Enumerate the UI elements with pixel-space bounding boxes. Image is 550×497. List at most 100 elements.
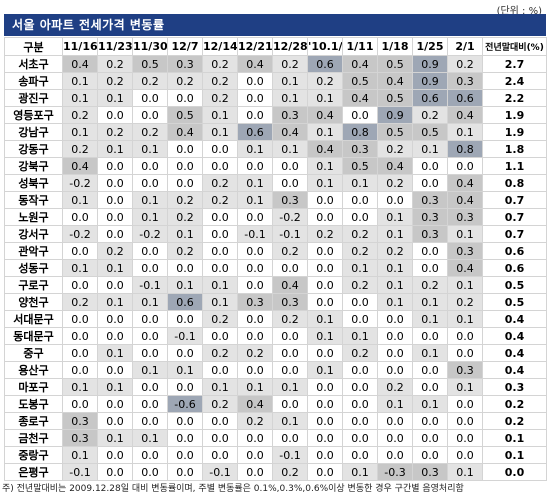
value-cell: 0.1	[307, 310, 343, 328]
district-name: 광진구	[4, 89, 63, 107]
value-cell: 0.0	[202, 140, 238, 158]
value-cell: 0.0	[202, 208, 238, 226]
value-cell: 0.0	[447, 395, 483, 413]
value-cell: 0.1	[132, 140, 168, 158]
value-cell: 0.1	[237, 378, 273, 396]
cumulative-cell: 0.4	[482, 310, 547, 328]
value-cell: 0.5	[132, 55, 168, 73]
table-row: 은평구 -0.1 0.0 0.0 0.0 -0.1 0.0 0.2 0.0 0.1 -0.3 0.3 0…	[4, 463, 547, 481]
value-cell: 0.0	[97, 310, 133, 328]
cumulative-cell: 0.1	[482, 446, 547, 464]
district-name: 은평구	[4, 463, 63, 481]
value-cell: 0.4	[237, 395, 273, 413]
district-name: 종로구	[4, 412, 63, 430]
value-cell: 0.1	[377, 259, 413, 277]
value-cell: 0.1	[167, 361, 203, 379]
value-cell: 0.1	[62, 378, 98, 396]
value-cell: 0.4	[447, 191, 483, 209]
value-cell: 0.2	[97, 123, 133, 141]
value-cell: 0.0	[237, 106, 273, 124]
value-cell: 0.0	[167, 259, 203, 277]
value-cell: 0.4	[447, 259, 483, 277]
value-cell: 0.0	[237, 89, 273, 107]
value-cell: 0.2	[167, 242, 203, 260]
cumulative-cell: 0.3	[482, 378, 547, 396]
value-cell: 0.3	[447, 242, 483, 260]
value-cell: 0.0	[132, 446, 168, 464]
value-cell: 0.0	[377, 412, 413, 430]
value-cell: 0.2	[377, 242, 413, 260]
value-cell: 0.0	[272, 174, 308, 192]
cumulative-header: 전년말대비(%)	[482, 37, 547, 56]
value-cell: 0.4	[447, 174, 483, 192]
column-header: 11/16	[62, 37, 98, 56]
district-name: 강동구	[4, 140, 63, 158]
value-cell: 0.1	[307, 174, 343, 192]
value-cell: 0.0	[412, 259, 448, 277]
value-cell: -0.1	[272, 446, 308, 464]
value-cell: 0.4	[307, 140, 343, 158]
value-cell: 0.0	[307, 276, 343, 294]
table-row: 마포구 0.1 0.1 0.0 0.0 0.1 0.1 0.1 0.0 0.0 0.2 0.0 0.1 0…	[4, 378, 547, 396]
value-cell: 0.0	[97, 463, 133, 481]
value-cell: 0.0	[97, 395, 133, 413]
column-header: 12/21	[237, 37, 273, 56]
value-cell: 0.2	[167, 72, 203, 90]
value-cell: 0.0	[342, 446, 378, 464]
value-cell: 0.1	[447, 225, 483, 243]
value-cell: 0.0	[167, 378, 203, 396]
value-cell: 0.0	[307, 259, 343, 277]
value-cell: 0.2	[97, 242, 133, 260]
value-cell: 0.4	[272, 123, 308, 141]
value-cell: 0.1	[97, 378, 133, 396]
value-cell: 0.3	[167, 55, 203, 73]
value-cell: 0.5	[377, 123, 413, 141]
district-name: 도봉구	[4, 395, 63, 413]
value-cell: 0.0	[342, 395, 378, 413]
value-cell: 0.0	[97, 191, 133, 209]
table-row: 성북구 -0.2 0.0 0.0 0.0 0.2 0.1 0.0 0.1 0.1 0.2 0.0 0.4…	[4, 174, 547, 192]
value-cell: 0.1	[447, 378, 483, 396]
value-cell: 0.0	[237, 361, 273, 379]
cumulative-cell: 0.6	[482, 242, 547, 260]
value-cell: 0.1	[202, 276, 238, 294]
column-header: 12/7	[167, 37, 203, 56]
value-cell: 0.1	[62, 89, 98, 107]
value-cell: 0.2	[272, 310, 308, 328]
value-cell: 0.1	[202, 106, 238, 124]
value-cell: 0.1	[97, 293, 133, 311]
value-cell: 0.0	[167, 174, 203, 192]
table-row: 광진구 0.1 0.1 0.0 0.0 0.2 0.0 0.1 0.1 0.4 0.5 0.6 0.6 2…	[4, 89, 547, 107]
column-header: 1/25	[412, 37, 448, 56]
value-cell: -0.1	[62, 463, 98, 481]
value-cell: 0.0	[342, 429, 378, 447]
value-cell: 0.5	[377, 55, 413, 73]
value-cell: 0.4	[307, 106, 343, 124]
value-cell: 0.0	[237, 429, 273, 447]
value-cell: 0.0	[132, 327, 168, 345]
unit-label: (단위 : %)	[496, 6, 542, 17]
value-cell: 0.4	[62, 157, 98, 175]
value-cell: -0.3	[377, 463, 413, 481]
value-cell: 0.1	[97, 140, 133, 158]
value-cell: 0.1	[97, 344, 133, 362]
cumulative-cell: 2.2	[482, 89, 547, 107]
value-cell: 0.0	[307, 191, 343, 209]
value-cell: 0.1	[202, 293, 238, 311]
value-cell: 0.2	[412, 276, 448, 294]
row-header-label: 구분	[4, 37, 63, 56]
value-cell: 0.1	[342, 259, 378, 277]
value-cell: 0.0	[202, 242, 238, 260]
value-cell: 0.6	[237, 123, 273, 141]
value-cell: 0.0	[132, 259, 168, 277]
value-cell: 0.3	[447, 208, 483, 226]
value-cell: 0.1	[307, 89, 343, 107]
value-cell: 0.2	[202, 395, 238, 413]
value-cell: 0.2	[342, 276, 378, 294]
table-row: 중랑구 0.1 0.0 0.0 0.0 0.0 0.0 -0.1 0.0 0.0 0.0 0.0 0.0…	[4, 446, 547, 464]
value-cell: 0.2	[62, 140, 98, 158]
value-cell: 0.3	[272, 293, 308, 311]
value-cell: 0.1	[377, 276, 413, 294]
value-cell: 0.3	[342, 140, 378, 158]
value-cell: 0.1	[377, 395, 413, 413]
